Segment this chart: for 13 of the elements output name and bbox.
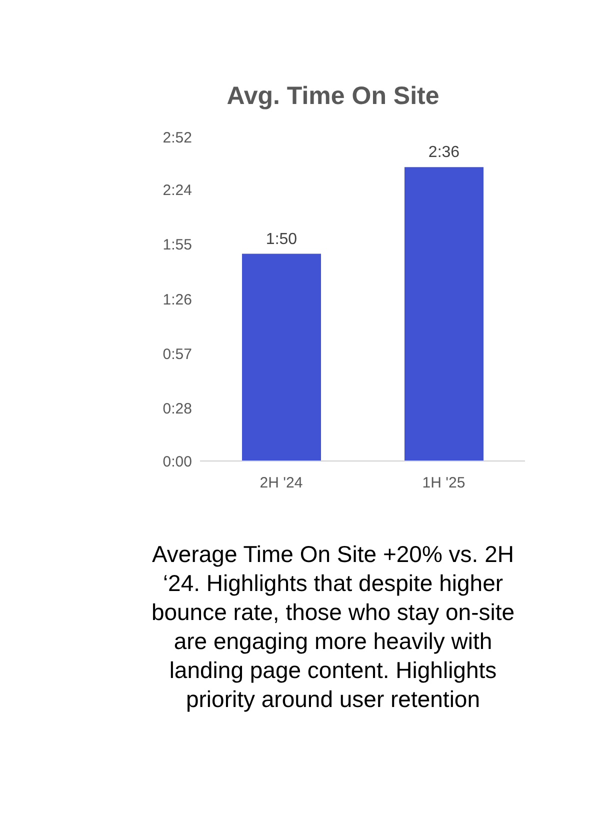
y-tick-label: 1:26 bbox=[162, 291, 192, 308]
y-tick-label: 0:57 bbox=[162, 346, 192, 363]
data-label: 2:36 bbox=[428, 144, 460, 162]
y-tick-label: 2:24 bbox=[162, 182, 192, 200]
y-tick-label: 2:52 bbox=[162, 129, 192, 146]
x-tick-label: 2H '24 bbox=[260, 474, 303, 492]
text: Average Time On Site +20% vs. 2H ‘24. Highlights that despite higher bounce rate, those who stay on-site are engaging more heavily with landing page content. Highlights priority around user retention bbox=[150, 540, 516, 714]
chart-title: Avg. Time On Site bbox=[226, 82, 440, 111]
y-tick-label: 0:00 bbox=[162, 453, 192, 470]
y-tick-label: 0:28 bbox=[162, 400, 192, 418]
x-tick-label: 1H '25 bbox=[422, 474, 466, 492]
data-label: 1:50 bbox=[266, 230, 298, 248]
y-tick-label: 1:55 bbox=[162, 236, 192, 254]
